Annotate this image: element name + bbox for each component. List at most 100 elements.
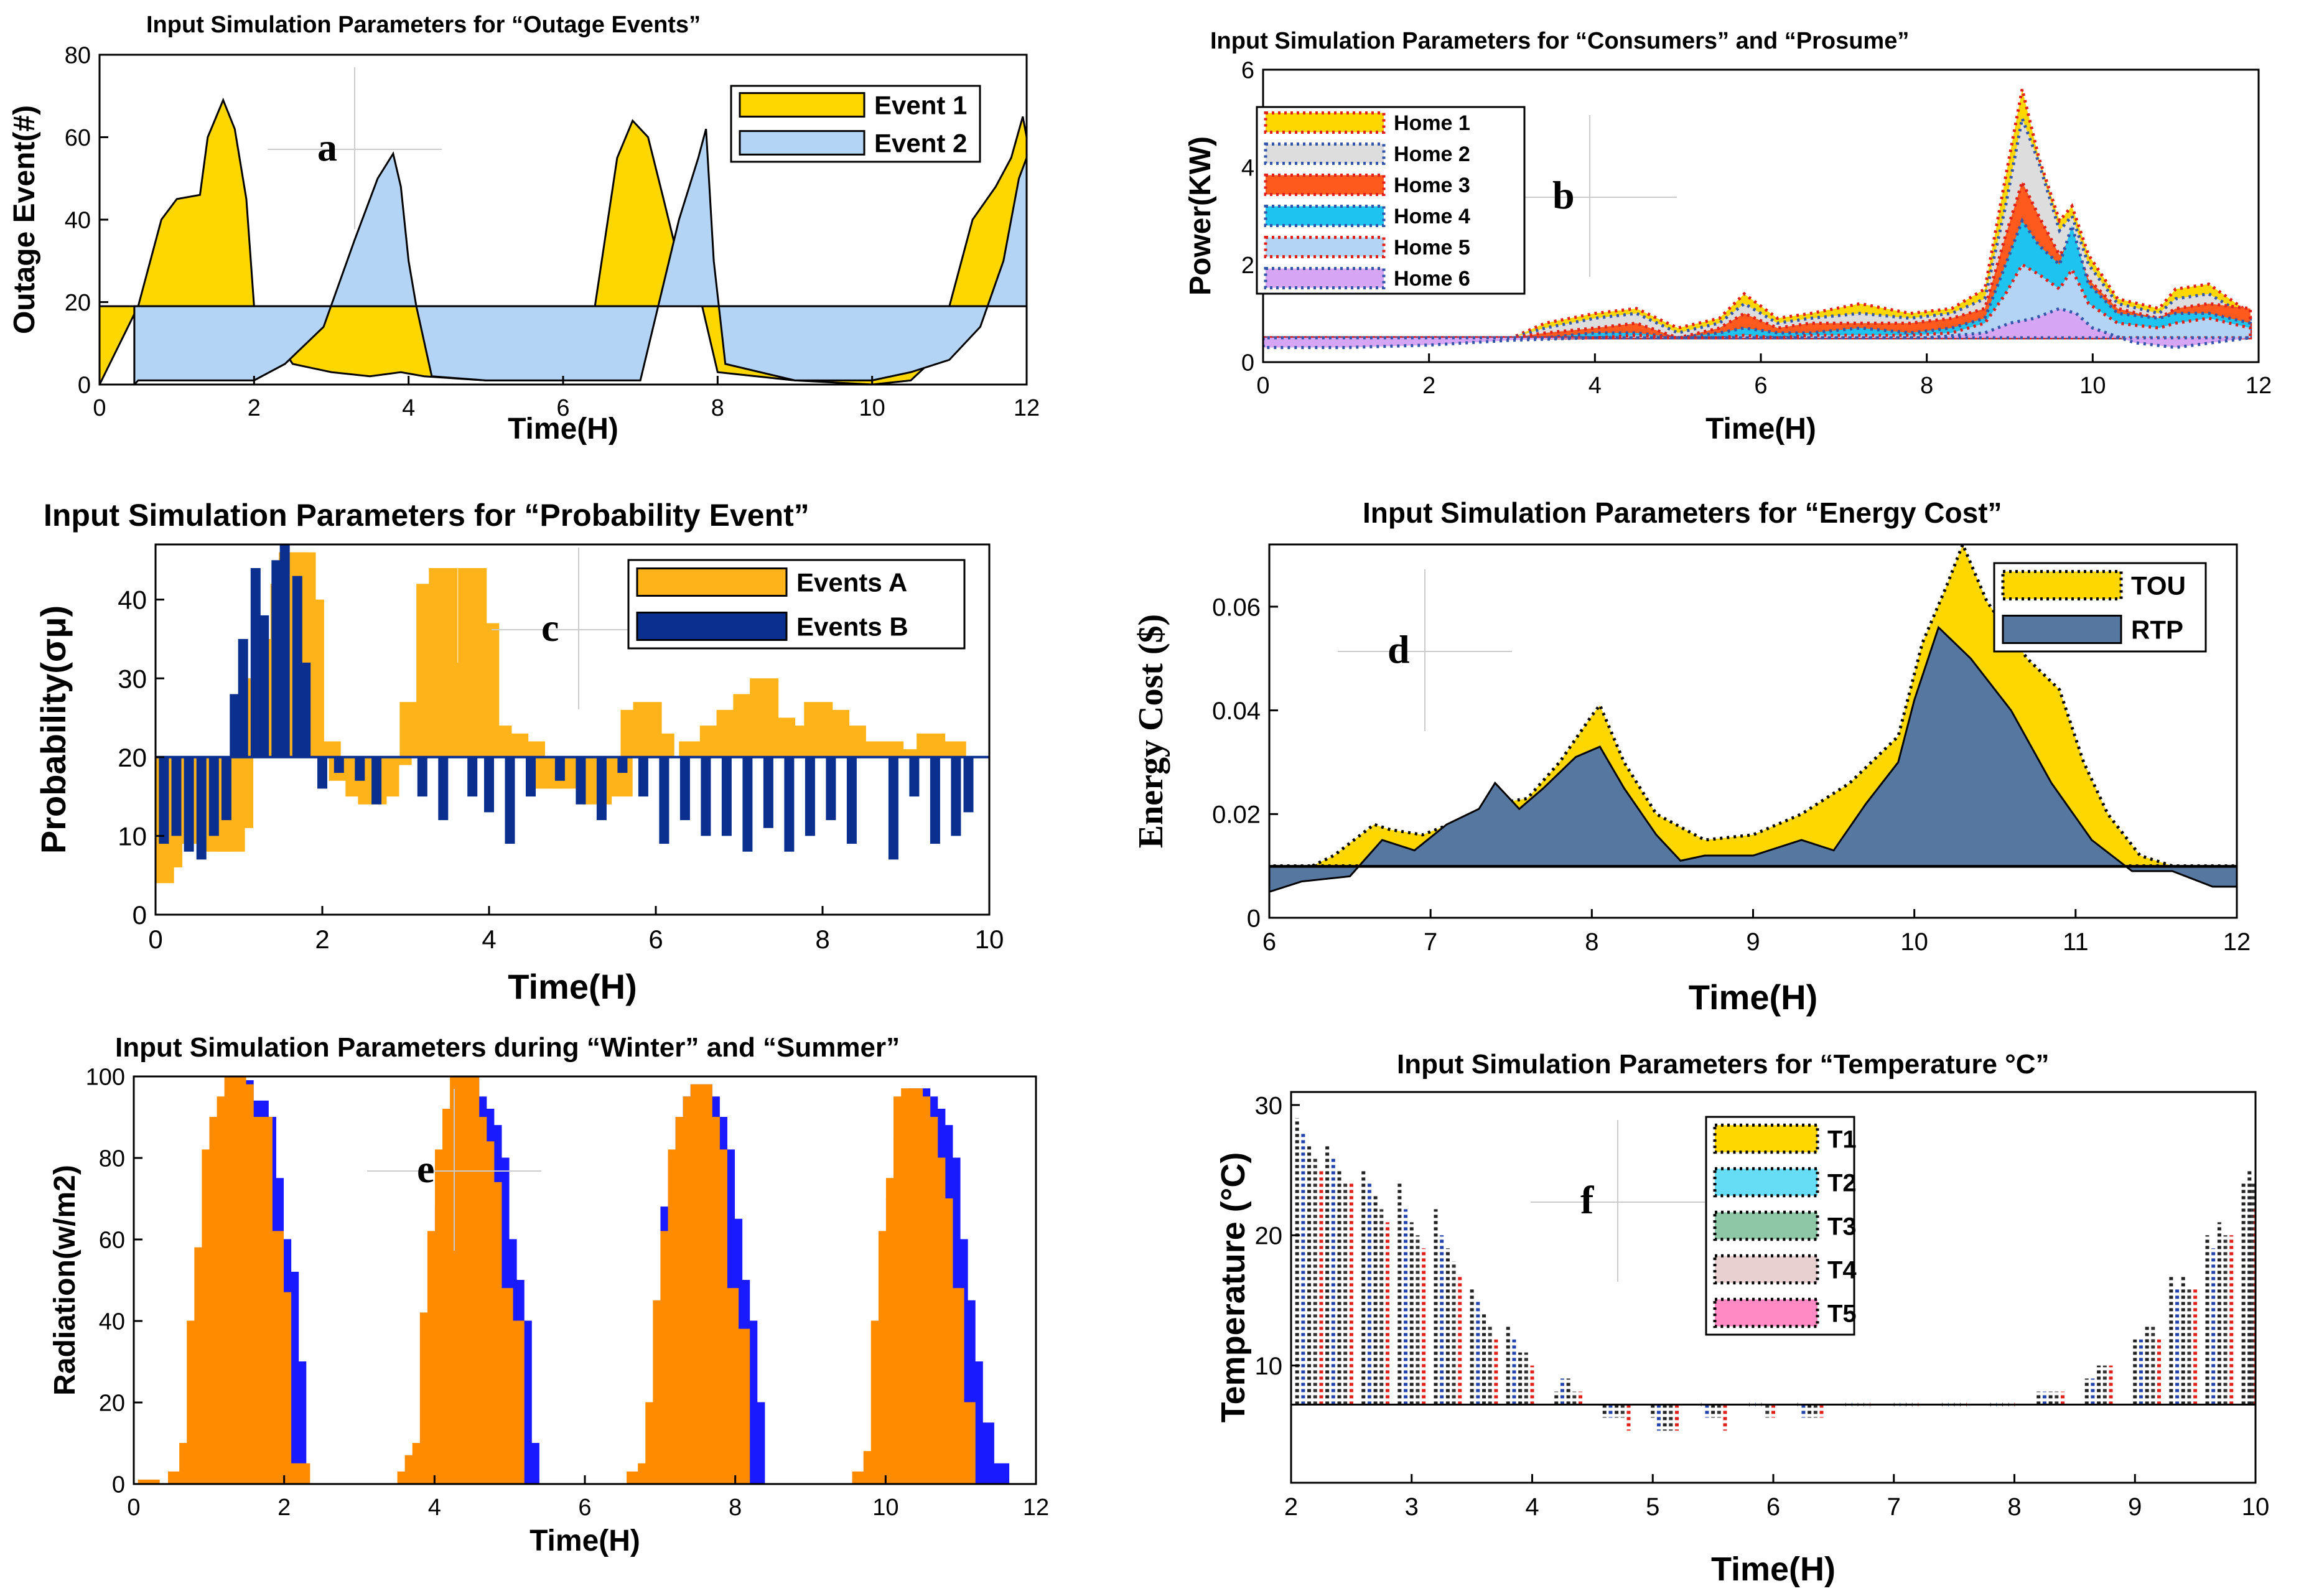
chart-b: Input Simulation Parameters for “Consume… <box>1184 28 2272 446</box>
legend-swatch <box>1713 1167 1819 1198</box>
bar <box>721 757 732 836</box>
x-tick-label: 9 <box>1746 928 1760 956</box>
bar <box>505 757 515 844</box>
x-tick-label: 6 <box>648 925 663 954</box>
legend-swatch <box>1264 267 1386 289</box>
x-axis-label: Time(H) <box>1689 978 1817 1017</box>
bar <box>208 757 219 836</box>
x-tick-label: 9 <box>2128 1493 2142 1521</box>
bar <box>355 757 365 781</box>
chart-c: Input Simulation Parameters for “Probabi… <box>34 498 1004 1006</box>
bar <box>484 757 494 813</box>
legend-swatch <box>1264 205 1386 227</box>
legend-swatch <box>739 130 865 156</box>
x-tick-label: 10 <box>2079 373 2106 399</box>
x-tick-label: 5 <box>1646 1493 1659 1521</box>
bar <box>645 733 674 757</box>
y-tick-label: 0 <box>1247 905 1261 932</box>
plot-content <box>156 544 989 884</box>
x-tick-label: 2 <box>1284 1493 1298 1521</box>
bar <box>196 757 207 860</box>
x-tick-label: 7 <box>1887 1493 1901 1521</box>
bar <box>438 757 449 821</box>
legend-label: Home 5 <box>1394 236 1470 259</box>
axes-frame <box>154 543 991 916</box>
bar <box>467 757 478 797</box>
legend-swatch <box>1713 1210 1819 1241</box>
x-tick-label: 12 <box>2246 373 2272 399</box>
x-tick-label: 6 <box>1754 373 1767 399</box>
bar <box>888 757 898 860</box>
chart-f: Input Simulation Parameters for “Tempera… <box>1215 1049 2269 1588</box>
y-tick-label: 0 <box>78 373 91 399</box>
x-tick-label: 8 <box>815 925 829 954</box>
x-tick-label: 2 <box>248 395 261 421</box>
y-tick-label: 0.04 <box>1212 698 1261 725</box>
y-tick-label: 40 <box>65 208 91 234</box>
y-tick-label: 40 <box>99 1309 125 1335</box>
x-tick-label: 6 <box>1766 1493 1780 1521</box>
legend-label: Home 6 <box>1394 267 1470 291</box>
bar <box>679 757 690 821</box>
x-axis-label: Time(H) <box>508 413 618 446</box>
y-tick-label: 30 <box>1255 1092 1283 1119</box>
x-tick-label: 4 <box>1589 373 1602 399</box>
bar <box>269 1292 292 1484</box>
legend-label: T1 <box>1827 1126 1857 1153</box>
legend-label: Event 2 <box>874 129 967 158</box>
bar <box>963 757 974 813</box>
bar <box>930 757 940 844</box>
bar <box>805 757 815 836</box>
y-tick-label: 20 <box>99 1391 125 1417</box>
bar <box>221 757 231 821</box>
legend-label: Home 3 <box>1394 174 1470 197</box>
legend-label: T5 <box>1827 1300 1857 1327</box>
legend-swatch <box>1264 236 1386 258</box>
x-tick-label: 10 <box>1900 928 1928 956</box>
panel-letter: a <box>317 125 337 169</box>
x-tick-label: 10 <box>2242 1493 2270 1521</box>
legend-label: T2 <box>1827 1169 1857 1197</box>
y-tick-label: 0.06 <box>1212 594 1261 621</box>
legend: Home 1 Home 2 Home 3 Home 4 Home 5 Home 6 <box>1256 106 1526 295</box>
y-tick-label: 0.02 <box>1212 801 1261 829</box>
bar <box>159 757 169 844</box>
chart-title: Input Simulation Parameters for “Consume… <box>1210 28 1909 54</box>
x-tick-label: 7 <box>1424 928 1437 956</box>
legend-label: RTP <box>2131 615 2183 645</box>
x-tick-label: 10 <box>975 925 1004 954</box>
y-tick-label: 80 <box>99 1146 125 1172</box>
x-tick-label: 6 <box>556 395 569 421</box>
x-tick-label: 4 <box>428 1495 441 1521</box>
y-tick-label: 10 <box>118 822 147 851</box>
legend-label: Home 2 <box>1394 142 1470 166</box>
bar <box>826 757 836 821</box>
chart-title: Input Simulation Parameters for “Outage … <box>146 12 701 38</box>
legend: TOU RTP <box>1993 562 2207 653</box>
x-tick-label: 0 <box>1256 373 1269 399</box>
plot-content <box>1291 1118 2256 1431</box>
x-tick-label: 8 <box>1585 928 1598 956</box>
bar <box>371 757 382 805</box>
legend-swatch <box>1713 1123 1819 1154</box>
bar <box>763 757 773 828</box>
y-tick-label: 0 <box>1241 350 1254 376</box>
legend-label: Home 4 <box>1394 205 1470 228</box>
x-tick-label: 4 <box>402 395 415 421</box>
bar <box>526 757 536 797</box>
x-tick-label: 6 <box>578 1495 591 1521</box>
y-tick-label: 20 <box>118 743 147 772</box>
bar <box>230 694 240 757</box>
bar <box>502 1320 525 1484</box>
y-tick-label: 60 <box>65 125 91 151</box>
chart-title: Input Simulation Parameters for “Energy … <box>1363 497 2002 529</box>
legend-label: Events B <box>796 612 908 642</box>
legend-label: TOU <box>2131 571 2186 600</box>
chart-title: Input Simulation Parameters for “Probabi… <box>44 498 809 533</box>
baseline-line <box>1269 866 2237 868</box>
bar <box>171 757 182 836</box>
legend-label: Home 1 <box>1394 111 1470 135</box>
y-axis-label: Probability(σμ) <box>34 605 73 854</box>
legend-swatch <box>739 92 865 118</box>
